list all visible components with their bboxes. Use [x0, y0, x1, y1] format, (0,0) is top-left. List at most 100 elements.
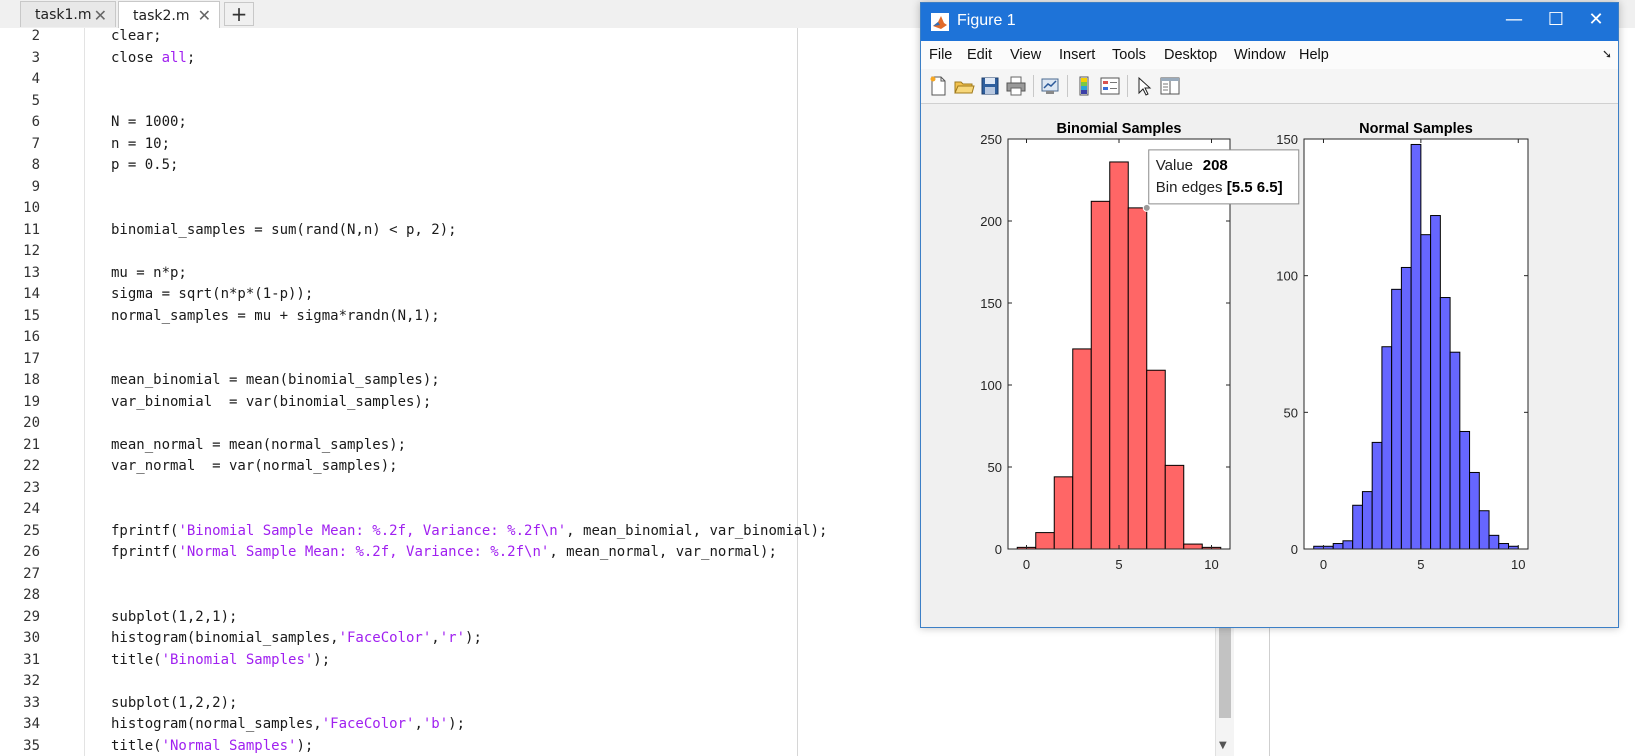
histogram-bar	[1439, 297, 1451, 550]
y-tick-label: 100	[980, 378, 1002, 393]
line-number: 16	[23, 329, 40, 345]
code-line[interactable]: sigma = sqrt(n*p*(1-p));	[111, 286, 313, 302]
menu-help[interactable]: Help	[1299, 47, 1329, 63]
figure-window[interactable]: Figure 1 — ☐ ✕ File Edit View Insert Too…	[920, 2, 1619, 628]
open-file-icon[interactable]	[953, 75, 975, 97]
code-line[interactable]: var_normal = var(normal_samples);	[111, 458, 398, 474]
menu-tools[interactable]: Tools	[1112, 47, 1146, 63]
line-number: 35	[23, 737, 40, 754]
keyword: all	[161, 49, 187, 66]
menu-window[interactable]: Window	[1234, 47, 1286, 63]
code-line[interactable]: var_binomial = var(binomial_samples);	[111, 394, 431, 410]
histogram-bar	[1342, 540, 1354, 550]
code-line[interactable]: subplot(1,2,2);	[111, 695, 237, 711]
colorbar-icon[interactable]	[1073, 75, 1095, 97]
code-text: var_binomial = var(binomial_samples);	[111, 393, 432, 410]
menu-insert[interactable]: Insert	[1059, 47, 1096, 63]
menu-view[interactable]: View	[1010, 47, 1042, 63]
minimize-icon[interactable]: —	[1505, 9, 1523, 30]
code-text: close	[111, 49, 162, 66]
pointer-icon[interactable]	[1133, 75, 1155, 97]
code-text: n = 10;	[111, 135, 171, 152]
add-tab-button[interactable]: +	[224, 2, 254, 26]
code-line[interactable]: N = 1000;	[111, 114, 187, 130]
legend-icon[interactable]	[1099, 75, 1121, 97]
menu-desktop[interactable]: Desktop	[1164, 47, 1218, 63]
histogram-bar	[1053, 476, 1074, 550]
menu-file[interactable]: File	[929, 47, 953, 63]
figure-title: Figure 1	[957, 12, 1016, 29]
line-number: 22	[23, 458, 40, 474]
code-text: ,	[431, 630, 440, 646]
code-line[interactable]: mu = n*p;	[111, 265, 187, 281]
code-text: histogram(normal_samples,	[111, 716, 322, 732]
figure-title-bar[interactable]: Figure 1 — ☐ ✕	[921, 3, 1618, 41]
code-line[interactable]: title('Normal Samples');	[111, 738, 313, 754]
scrollbar-thumb[interactable]	[1219, 626, 1231, 718]
code-line[interactable]: fprintf('Normal Sample Mean: %.2f, Varia…	[111, 544, 777, 560]
string-literal: 'Binomial Samples'	[161, 651, 314, 668]
line-number: 7	[31, 135, 40, 152]
scroll-down-arrow-icon[interactable]: ▼	[1219, 740, 1227, 751]
histogram-bar	[1164, 464, 1185, 550]
code-line[interactable]: binomial_samples = sum(rand(N,n) < p, 2)…	[111, 222, 457, 238]
histogram-bar	[1459, 430, 1471, 550]
string-literal: 'Normal Samples'	[161, 737, 297, 754]
code-line[interactable]: clear;	[111, 28, 162, 44]
save-icon[interactable]	[979, 75, 1001, 97]
histogram-bar	[1420, 234, 1432, 550]
tab-task1[interactable]: task1.m ✕	[20, 1, 116, 27]
line-number: 23	[23, 479, 40, 496]
link-plot-icon[interactable]	[1039, 75, 1061, 97]
code-line[interactable]: subplot(1,2,1);	[111, 609, 237, 625]
print-icon[interactable]	[1005, 75, 1027, 97]
code-line[interactable]: mean_normal = mean(normal_samples);	[111, 437, 406, 453]
code-line[interactable]: histogram(binomial_samples,'FaceColor','…	[111, 630, 482, 646]
code-text: clear;	[111, 28, 162, 44]
close-icon[interactable]: ✕	[1588, 9, 1604, 30]
histogram-bar	[1146, 369, 1166, 550]
figure-plot-area[interactable]: 0 50 100 150 200 250 0 5 10 Binomial Samples 0 50 10…	[921, 104, 1618, 627]
line-number: 18	[23, 372, 40, 388]
code-line[interactable]: mean_binomial = mean(binomial_samples);	[111, 372, 440, 388]
string-literal: 'r'	[439, 630, 466, 646]
close-icon[interactable]: ✕	[93, 6, 107, 25]
code-line[interactable]: close all;	[111, 50, 195, 66]
dock-arrow-icon[interactable]: ➘	[1601, 47, 1612, 61]
line-number: 25	[23, 522, 40, 539]
code-line[interactable]: title('Binomial Samples');	[111, 652, 330, 668]
code-text: sigma = sqrt(n*p*(1-p));	[111, 286, 314, 302]
y-tick-label: 200	[980, 214, 1002, 229]
histogram-bar	[1035, 532, 1055, 550]
code-text: ;	[186, 49, 196, 66]
new-figure-icon[interactable]	[927, 75, 949, 97]
toolbar-separator	[1127, 75, 1128, 97]
line-number: 13	[23, 264, 40, 281]
line-number: 12	[23, 243, 40, 259]
histogram-bar	[1371, 441, 1383, 550]
y-tick-label: 0	[995, 542, 1002, 557]
line-number: 4	[31, 71, 40, 87]
menu-edit[interactable]: Edit	[967, 47, 992, 63]
code-line[interactable]: p = 0.5;	[111, 157, 178, 173]
matlab-logo-icon	[931, 13, 949, 31]
histogram-bar	[1391, 288, 1402, 550]
histogram-bar	[1183, 543, 1203, 550]
maximize-icon[interactable]: ☐	[1547, 9, 1565, 30]
tab-label: task1.m	[35, 6, 92, 23]
right-margin-line	[797, 28, 798, 756]
histogram-bar	[1478, 510, 1490, 550]
code-line[interactable]: fprintf('Binomial Sample Mean: %.2f, Var…	[111, 523, 827, 539]
y-tick-label: 100	[1276, 269, 1298, 284]
line-number: 9	[31, 178, 40, 195]
datatip-edges: [5.5 6.5]	[1227, 179, 1283, 196]
code-line[interactable]: histogram(normal_samples,'FaceColor','b'…	[111, 716, 465, 732]
close-icon[interactable]: ✕	[197, 6, 211, 25]
code-line[interactable]: n = 10;	[111, 136, 170, 152]
histogram-bar	[1109, 161, 1129, 550]
property-inspector-icon[interactable]	[1159, 75, 1181, 97]
histogram-bar	[1498, 543, 1510, 550]
tab-task2[interactable]: task2.m ✕	[118, 1, 220, 29]
code-line[interactable]: normal_samples = mu + sigma*randn(N,1);	[111, 308, 440, 324]
